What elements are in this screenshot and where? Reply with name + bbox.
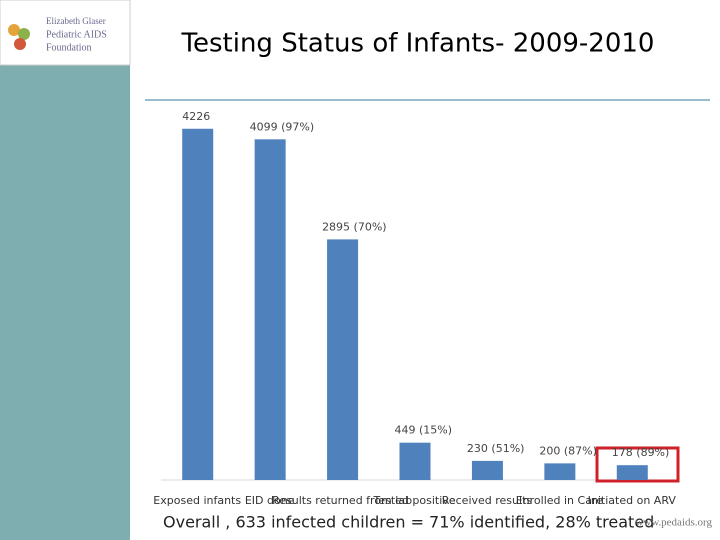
data-label: 4226 xyxy=(182,110,210,123)
x-tick-label: Results returned from lab xyxy=(272,494,412,507)
bar xyxy=(616,465,648,480)
bar xyxy=(254,139,286,480)
website: www.pedaids.org xyxy=(635,517,712,529)
x-tick-label: Exposed infants xyxy=(153,494,241,507)
data-label: 449 (15%) xyxy=(395,424,453,437)
data-label: 178 (89%) xyxy=(612,446,670,459)
bar xyxy=(182,128,214,480)
logo-icon xyxy=(8,24,30,50)
bar xyxy=(327,239,359,480)
data-label: 230 (51%) xyxy=(467,442,525,455)
bar xyxy=(544,463,576,480)
data-label: 2895 (70%) xyxy=(322,220,387,233)
sidebar xyxy=(0,65,130,540)
data-label: 200 (87%) xyxy=(539,444,597,457)
x-tick-label: EID done xyxy=(245,494,295,507)
x-tick-label: Received results xyxy=(442,494,533,507)
logo-line: Pediatric AIDS xyxy=(46,29,107,40)
data-label: 4099 (97%) xyxy=(250,120,315,133)
bar xyxy=(471,460,503,480)
logo-line: Elizabeth Glaser xyxy=(46,16,106,26)
logo-line: Foundation xyxy=(46,42,92,53)
chart-title: Testing Status of Infants- 2009-2010 xyxy=(181,29,655,59)
x-tick-label: Enrolled in Care xyxy=(516,494,604,507)
footer-text: Overall , 633 infected children = 71% id… xyxy=(163,513,654,532)
x-tick-label: Tested positive xyxy=(372,494,455,507)
x-tick-label: Initiated on ARV xyxy=(588,494,677,507)
bar xyxy=(399,442,431,480)
highlight-box xyxy=(595,446,680,483)
